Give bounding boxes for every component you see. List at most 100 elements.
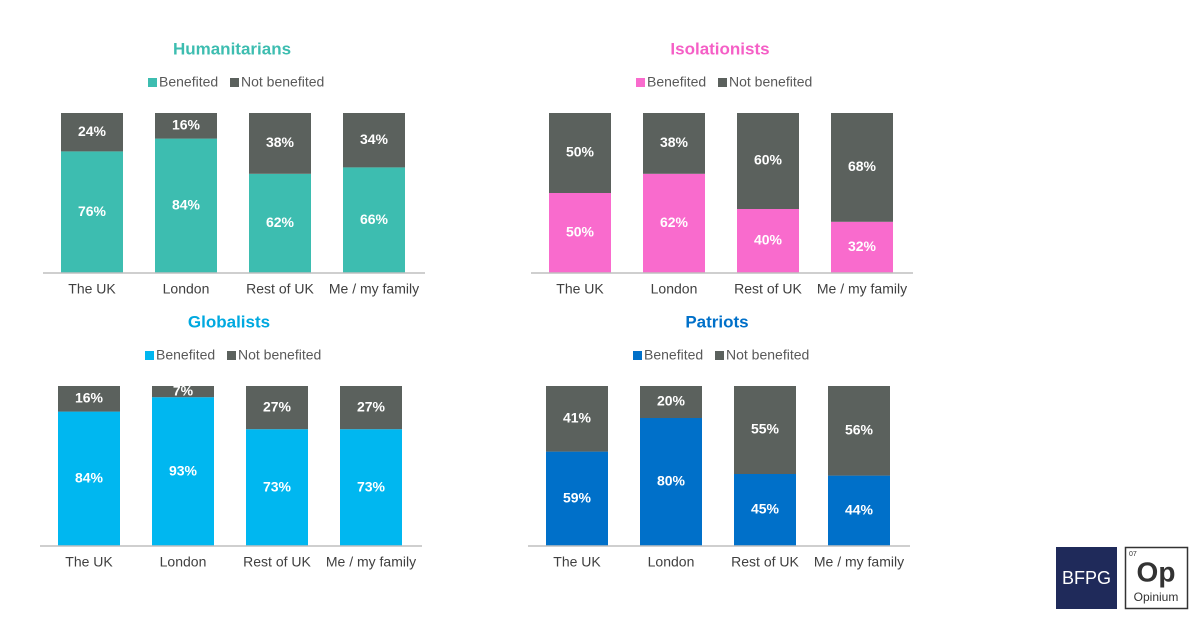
bfpg-box: [1056, 547, 1117, 609]
bar-segment: [249, 173, 311, 273]
legend-label: Benefited: [156, 347, 215, 363]
bar-segment: [152, 386, 214, 398]
value-label: 59%: [563, 490, 592, 506]
value-label: 16%: [75, 390, 104, 406]
x-tick-label: The UK: [68, 281, 116, 297]
value-label: 27%: [263, 398, 292, 414]
value-label: 56%: [845, 422, 874, 438]
value-label: 60%: [754, 152, 783, 168]
legend-swatch: [715, 351, 724, 360]
value-label: 34%: [360, 131, 389, 147]
value-label: 24%: [78, 123, 107, 139]
bar-segment: [828, 475, 890, 546]
bar-segment: [58, 386, 120, 412]
x-tick-label: Me / my family: [326, 554, 416, 570]
value-label: 41%: [563, 410, 592, 426]
chart-panel: Humanitarians Benefited Not benefited 76% 24…: [43, 39, 425, 297]
value-label: 62%: [660, 214, 689, 230]
opinium-number: 07: [1129, 551, 1137, 558]
chart-panel: Globalists Benefited Not benefited 84% 16% Th…: [40, 312, 422, 570]
bar-segment: [831, 221, 893, 273]
x-tick-label: The UK: [65, 554, 113, 570]
x-tick-label: Rest of UK: [731, 554, 799, 570]
x-tick-label: London: [651, 281, 698, 297]
x-tick-label: The UK: [553, 554, 601, 570]
legend-swatch: [227, 351, 236, 360]
bar-segment: [340, 386, 402, 430]
bar-segment: [546, 451, 608, 546]
value-label: 16%: [172, 117, 201, 133]
opinium-name: Opinium: [1134, 590, 1179, 604]
value-label: 84%: [172, 197, 201, 213]
bar-segment: [643, 173, 705, 273]
chart-panel: Isolationists Benefited Not benefited 50% 50…: [531, 39, 913, 297]
bar-segment: [61, 151, 123, 273]
value-label: 45%: [751, 501, 780, 517]
value-label: 50%: [566, 224, 595, 240]
x-tick-label: Me / my family: [817, 281, 907, 297]
value-label: 50%: [566, 144, 595, 160]
bar-segment: [155, 113, 217, 139]
bar-segment: [155, 138, 217, 273]
bar-segment: [546, 386, 608, 452]
legend-label: Not benefited: [238, 347, 321, 363]
value-label: 73%: [263, 478, 292, 494]
chart-title: Globalists: [188, 312, 270, 331]
chart-title: Isolationists: [670, 39, 769, 58]
value-label: 38%: [266, 134, 295, 150]
bar-segment: [828, 386, 890, 476]
bar-segment: [831, 113, 893, 222]
bar-segment: [152, 397, 214, 546]
value-label: 93%: [169, 462, 198, 478]
value-label: 66%: [360, 211, 389, 227]
value-label: 32%: [848, 238, 877, 254]
bar-segment: [549, 113, 611, 193]
legend-label: Not benefited: [726, 347, 809, 363]
legend-label: Benefited: [159, 74, 218, 90]
value-label: 73%: [357, 478, 386, 494]
value-label: 44%: [845, 502, 874, 518]
value-label: 55%: [751, 421, 780, 437]
bar-segment: [61, 113, 123, 152]
value-label: 27%: [357, 398, 386, 414]
bar-segment: [640, 386, 702, 418]
bar-segment: [737, 113, 799, 209]
bar-segment: [640, 418, 702, 546]
value-label: 80%: [657, 473, 686, 489]
bar-segment: [734, 386, 796, 474]
legend-label: Not benefited: [241, 74, 324, 90]
bar-segment: [249, 113, 311, 174]
x-tick-label: Rest of UK: [246, 281, 314, 297]
value-label: 38%: [660, 134, 689, 150]
bfpg-text: BFPG: [1062, 568, 1111, 588]
x-tick-label: Me / my family: [329, 281, 419, 297]
legend-swatch: [636, 78, 645, 87]
bfpg-logo: BFPG: [1056, 547, 1117, 609]
value-label: 7%: [173, 383, 194, 399]
bar-segment: [246, 386, 308, 430]
x-tick-label: Rest of UK: [734, 281, 802, 297]
bar-segment: [734, 474, 796, 546]
value-label: 76%: [78, 203, 107, 219]
x-tick-label: The UK: [556, 281, 604, 297]
chart-panel: Patriots Benefited Not benefited 59% 41% The …: [528, 312, 910, 570]
x-tick-label: London: [648, 554, 695, 570]
x-tick-label: Me / my family: [814, 554, 904, 570]
bar-segment: [343, 167, 405, 273]
bar-segment: [340, 429, 402, 546]
bar-segment: [58, 411, 120, 546]
chart-title: Patriots: [685, 312, 748, 331]
bar-segment: [343, 113, 405, 168]
chart-title: Humanitarians: [173, 39, 291, 58]
opinium-symbol: Op: [1137, 556, 1176, 587]
bar-segment: [737, 209, 799, 273]
legend-label: Benefited: [644, 347, 703, 363]
x-tick-label: Rest of UK: [243, 554, 311, 570]
legend-swatch: [145, 351, 154, 360]
bar-segment: [549, 193, 611, 273]
value-label: 68%: [848, 158, 877, 174]
value-label: 20%: [657, 393, 686, 409]
legend-swatch: [633, 351, 642, 360]
bar-segment: [246, 429, 308, 546]
